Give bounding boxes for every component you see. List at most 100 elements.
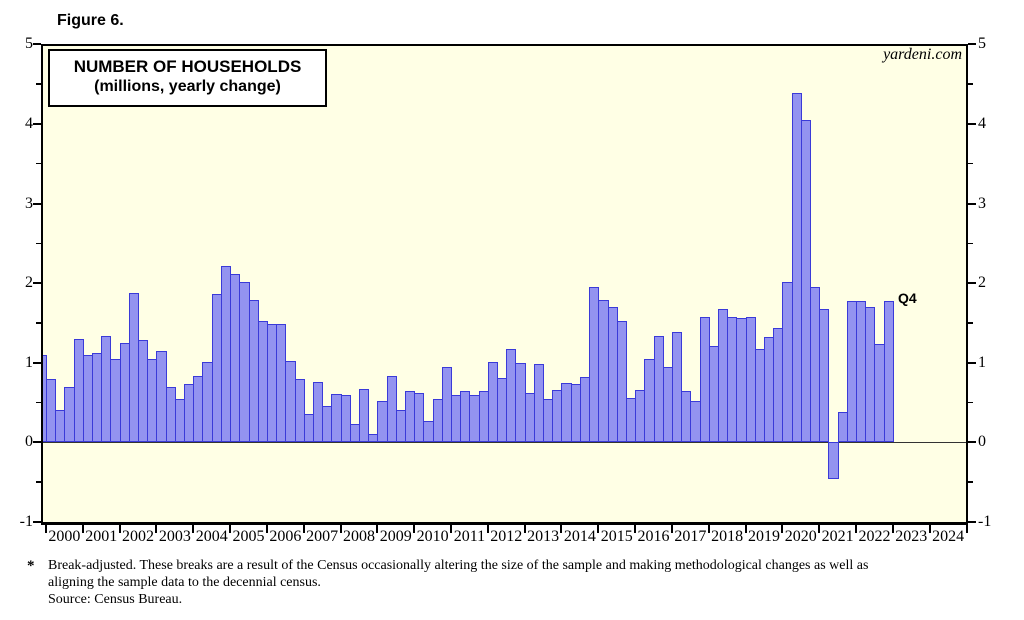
x-axis-tick <box>376 525 379 533</box>
y-axis-tick-left <box>36 162 41 165</box>
y-axis-tick-left <box>33 202 41 205</box>
y-axis-label-right: 4 <box>978 114 986 132</box>
x-axis-year-label: 2022 <box>858 528 891 545</box>
y-axis-label-right: 0 <box>978 433 986 451</box>
y-axis-tick-right <box>968 83 973 85</box>
bar <box>386 376 397 443</box>
x-axis-year-label: 2020 <box>784 528 817 545</box>
y-axis-tick-left <box>36 481 41 483</box>
y-axis-label-right: 1 <box>978 353 986 371</box>
y-axis-tick-right <box>968 441 976 444</box>
x-axis-year-label: 2023 <box>895 528 928 545</box>
plot-area: NUMBER OF HOUSEHOLDS (millions, yearly c… <box>41 44 968 525</box>
y-axis-tick-right <box>968 282 976 285</box>
x-axis-year-label: 2005 <box>232 528 265 545</box>
x-axis-year-label: 2016 <box>637 528 670 545</box>
bar <box>294 379 305 443</box>
y-axis-tick-left <box>33 43 41 46</box>
chart-title: NUMBER OF HOUSEHOLDS <box>73 57 302 76</box>
y-axis-tick-left <box>33 282 41 285</box>
x-axis-year-label: 2019 <box>747 528 780 545</box>
bar <box>414 392 425 443</box>
x-axis-tick <box>670 525 673 533</box>
x-axis-tick <box>45 525 47 533</box>
x-axis-tick <box>707 525 710 533</box>
x-axis-year-label: 2003 <box>158 528 191 545</box>
y-axis-tick-right <box>968 481 973 483</box>
bar <box>883 300 894 443</box>
x-axis-tick <box>855 525 858 533</box>
zero-line <box>43 442 966 443</box>
watermark-yardeni: yardeni.com <box>883 46 962 63</box>
x-axis-year-label: 2017 <box>674 528 707 545</box>
y-axis-tick-left <box>33 361 41 364</box>
x-axis-tick <box>523 525 526 533</box>
bar <box>671 331 683 443</box>
y-axis-label-left: 3 <box>25 194 33 212</box>
y-axis-label-right: 5 <box>978 35 986 53</box>
x-axis-year-label: 2004 <box>195 528 228 545</box>
bar <box>800 119 811 443</box>
chart-subtitle: (millions, yearly change) <box>94 78 281 95</box>
x-axis-tick <box>339 525 342 533</box>
x-axis-year-label: 2006 <box>269 528 302 545</box>
last-bar-quarter-annotation: Q4 <box>898 290 917 306</box>
bar <box>358 388 370 443</box>
y-axis-label-left: 2 <box>25 274 33 292</box>
bar <box>819 308 830 443</box>
x-axis-year-label: 2013 <box>527 528 560 545</box>
footnote-asterisk: * <box>27 558 35 574</box>
y-axis-tick-left <box>33 122 41 125</box>
x-axis-tick <box>81 525 84 533</box>
x-axis-year-label: 2018 <box>711 528 744 545</box>
x-axis-year-label: 2021 <box>821 528 854 545</box>
x-axis-tick <box>818 525 821 533</box>
y-axis-tick-left <box>36 401 41 404</box>
y-axis-label-left: 5 <box>25 35 33 53</box>
x-axis-year-label: 2000 <box>48 528 81 545</box>
y-axis-label-right: 3 <box>978 194 986 212</box>
x-axis-tick <box>928 525 931 533</box>
x-axis-tick <box>192 525 195 533</box>
x-axis-year-label: 2009 <box>379 528 412 545</box>
x-axis-tick <box>560 525 563 533</box>
y-axis-tick-left <box>36 83 41 85</box>
x-axis-tick <box>597 525 600 533</box>
chart-title-box: NUMBER OF HOUSEHOLDS (millions, yearly c… <box>48 49 327 107</box>
y-axis-tick-left <box>33 441 41 444</box>
x-axis-tick <box>229 525 232 533</box>
x-axis-year-label: 2010 <box>416 528 449 545</box>
bar <box>616 320 627 443</box>
y-axis-label-left: -1 <box>19 512 33 530</box>
bar <box>340 394 351 443</box>
x-axis-tick <box>486 525 489 533</box>
y-axis-tick-right <box>968 242 973 245</box>
x-axis-tick <box>413 525 416 533</box>
y-axis-tick-left <box>33 520 41 523</box>
y-axis-tick-left <box>36 242 41 245</box>
y-axis-label-left: 4 <box>25 114 33 132</box>
figure-number-label: Figure 6. <box>57 12 124 29</box>
x-axis-tick <box>302 525 305 533</box>
x-axis-tick <box>891 525 894 533</box>
x-axis-year-label: 2008 <box>342 528 375 545</box>
x-axis-year-label: 2012 <box>490 528 523 545</box>
x-axis-tick <box>634 525 637 533</box>
y-axis-tick-right <box>968 122 976 125</box>
y-axis-tick-right <box>968 322 973 324</box>
y-axis-tick-right <box>968 361 976 364</box>
footnote-line-2: aligning the sample data to the decennia… <box>48 575 321 590</box>
x-axis-year-label: 2001 <box>85 528 118 545</box>
y-axis-tick-right <box>968 401 973 404</box>
y-axis-tick-left <box>36 322 41 324</box>
y-axis-label-right: 2 <box>978 274 986 292</box>
x-axis-tick <box>781 525 784 533</box>
bar <box>828 442 839 479</box>
x-axis-year-label: 2007 <box>306 528 339 545</box>
y-axis-label-left: 1 <box>25 353 33 371</box>
x-axis-tick <box>155 525 158 533</box>
x-axis-tick <box>744 525 747 533</box>
bar <box>46 378 57 443</box>
x-axis-year-label: 2011 <box>453 528 486 545</box>
